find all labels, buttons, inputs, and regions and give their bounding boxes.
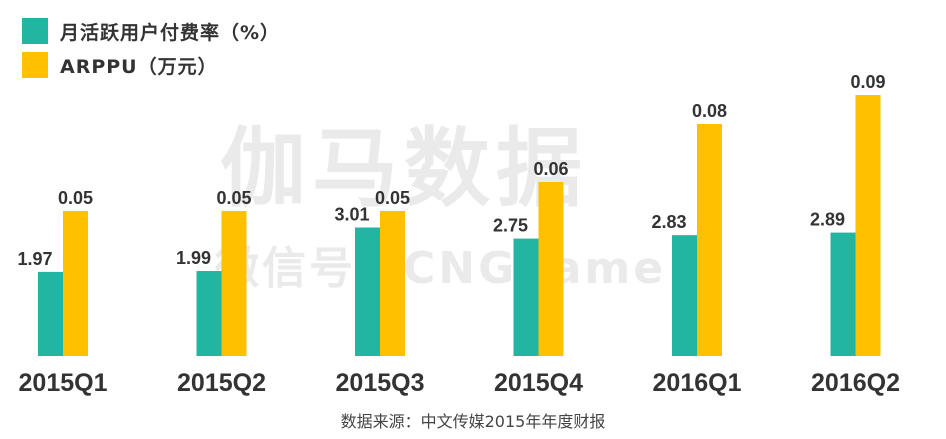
watermark-main: 伽马数据 [220, 119, 588, 219]
legend-item-series2: ARPPU（万元） [22, 48, 280, 82]
x-tick-label-2015Q1: 2015Q1 [19, 369, 108, 397]
data-label-series1-2015Q4: 2.75 [493, 216, 528, 236]
data-label-series2-2015Q4: 0.06 [533, 159, 568, 179]
data-label-series2-2015Q3: 0.05 [375, 188, 410, 208]
bar-series2-2016Q1 [697, 124, 722, 356]
x-tick-label-2015Q4: 2015Q4 [494, 369, 583, 397]
x-tick-label-2015Q2: 2015Q2 [177, 369, 266, 397]
x-tick-label-2015Q3: 2015Q3 [336, 369, 425, 397]
data-label-series2-2016Q2: 0.09 [850, 72, 885, 92]
bar-series1-2015Q4 [513, 238, 539, 356]
legend-label-series1: 月活跃用户付费率（%） [60, 21, 281, 44]
legend-swatch-series1 [22, 18, 48, 44]
data-label-series1-2015Q1: 1.97 [17, 249, 52, 269]
data-label-series1-2016Q1: 2.83 [651, 212, 686, 232]
data-label-series2-2016Q1: 0.08 [692, 101, 727, 121]
data-label-series1-2015Q3: 3.01 [334, 204, 369, 224]
data-label-series1-2016Q2: 2.89 [810, 210, 845, 230]
bar-series2-2015Q2 [221, 211, 247, 356]
legend-label-series2: ARPPU（万元） [60, 55, 218, 78]
bar-series1-2015Q3 [355, 227, 380, 356]
bar-series1-2016Q2 [830, 232, 856, 356]
bar-series2-2016Q2 [855, 95, 881, 356]
x-tick-label-2016Q1: 2016Q1 [653, 369, 742, 397]
data-label-series2-2015Q1: 0.05 [58, 188, 93, 208]
bar-series1-2015Q2 [196, 271, 222, 356]
legend-swatch-series2 [22, 52, 48, 78]
data-label-series2-2015Q2: 0.05 [216, 188, 251, 208]
chart-legend: 月活跃用户付费率（%） ARPPU（万元） [22, 14, 280, 82]
bar-series2-2015Q3 [380, 211, 405, 356]
bar-series2-2015Q1 [63, 211, 88, 356]
legend-item-series1: 月活跃用户付费率（%） [22, 14, 280, 48]
data-source-note: 数据来源：中文传媒2015年年度财报 [340, 412, 606, 431]
bar-series2-2015Q4 [538, 182, 564, 356]
x-tick-label-2016Q2: 2016Q2 [811, 369, 900, 397]
watermark-sub: 微信号：CNGgame [215, 243, 667, 294]
data-label-series1-2015Q2: 1.99 [176, 248, 211, 268]
bar-series1-2015Q1 [38, 271, 63, 356]
bar-series1-2016Q1 [672, 235, 697, 356]
